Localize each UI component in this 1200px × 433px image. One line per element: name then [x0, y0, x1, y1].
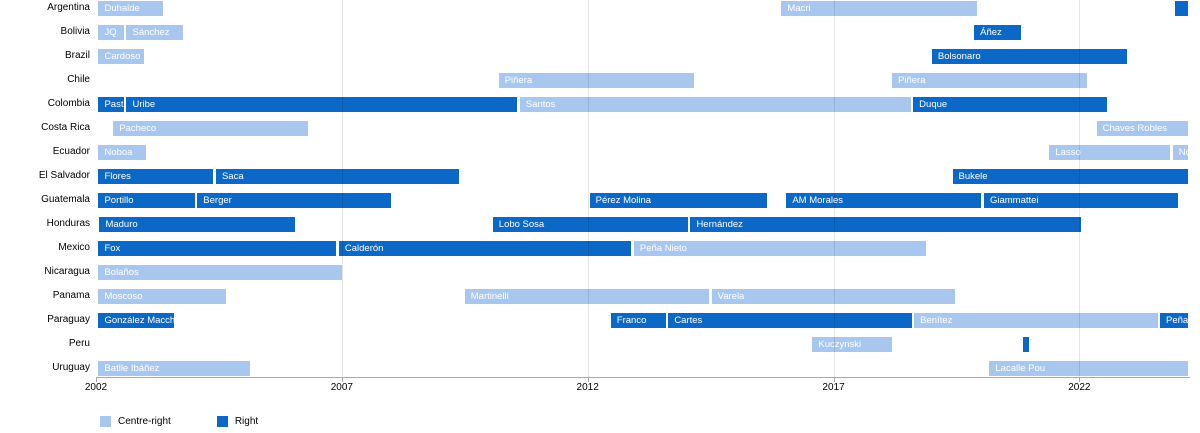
- timeline-bar[interactable]: Franco: [610, 312, 666, 328]
- country-label: Costa Rica: [41, 122, 90, 133]
- x-tick-mark: [1079, 378, 1081, 382]
- timeline-bar[interactable]: Áñez: [974, 24, 1022, 40]
- x-tick-mark: [587, 378, 589, 382]
- x-tick-label: 2017: [822, 382, 845, 393]
- timeline-bar[interactable]: Calderón: [338, 240, 632, 256]
- gridline: [833, 0, 835, 377]
- timeline-bar[interactable]: Noboa: [98, 144, 146, 160]
- timeline-bar[interactable]: Berger: [197, 192, 392, 208]
- timeline-bar[interactable]: Piñera: [892, 72, 1088, 88]
- legend-label-right: Right: [234, 416, 259, 427]
- timeline-bar[interactable]: Portillo: [98, 192, 195, 208]
- country-label: Uruguay: [52, 362, 90, 373]
- timeline-bar[interactable]: Batlle Ibáñez: [98, 360, 251, 376]
- timeline-bar[interactable]: Lasso: [1049, 144, 1171, 160]
- country-label: Honduras: [46, 218, 90, 229]
- x-tick-mark: [341, 378, 343, 382]
- x-tick-mark: [833, 378, 835, 382]
- country-label: Argentina: [47, 2, 90, 13]
- country-label: Brazil: [64, 50, 90, 61]
- timeline-bar[interactable]: Varela: [711, 288, 955, 304]
- legend-swatch-right: [216, 416, 228, 427]
- timeline-bar[interactable]: Peña: [1160, 312, 1189, 328]
- timeline-bar[interactable]: Hernández: [690, 216, 1082, 232]
- timeline-bar[interactable]: Sánchez: [126, 24, 183, 40]
- timeline-bar: [1023, 336, 1030, 352]
- timeline-bar[interactable]: Pastrana: [98, 96, 124, 112]
- timeline-bar[interactable]: Chaves Robles: [1096, 120, 1189, 136]
- country-label: Peru: [68, 338, 90, 349]
- x-tick-mark: [96, 378, 97, 382]
- country-label: Colombia: [47, 98, 90, 109]
- timeline-bar[interactable]: Moscoso: [98, 288, 226, 304]
- timeline-bar[interactable]: Duhalde: [98, 0, 164, 16]
- timeline-bar[interactable]: Duque: [913, 96, 1108, 112]
- country-labels: Argentina Bolivia Brazil Chile Colombia Costa…: [0, 0, 92, 377]
- timeline-bar[interactable]: Pacheco: [113, 120, 309, 136]
- gridline: [587, 0, 589, 377]
- timeline-bar[interactable]: Bolsonaro: [931, 48, 1128, 64]
- x-tick-label: 2022: [1068, 382, 1091, 393]
- timeline-bar[interactable]: Saca: [215, 168, 460, 184]
- country-label: Paraguay: [47, 314, 90, 325]
- country-label: Nicaragua: [44, 266, 90, 277]
- timeline-bar[interactable]: Bukele: [952, 168, 1189, 184]
- x-tick-label: 2012: [576, 382, 599, 393]
- timeline-bar[interactable]: Uribe: [126, 96, 518, 112]
- country-label: Mexico: [58, 242, 90, 253]
- timeline-bar[interactable]: Piñera: [498, 72, 694, 88]
- timeline-bar[interactable]: Maduro: [99, 216, 295, 232]
- timeline-bar[interactable]: Giammattei: [983, 192, 1179, 208]
- gridline: [341, 0, 343, 377]
- timeline-bar[interactable]: Kuczynski: [812, 336, 892, 352]
- timeline-bar[interactable]: Benítez: [914, 312, 1158, 328]
- legend: Centre-right Right: [100, 415, 258, 428]
- timeline-bar[interactable]: Pérez Molina: [589, 192, 767, 208]
- country-label: Chile: [67, 74, 90, 85]
- country-label: Panama: [52, 290, 90, 301]
- legend-swatch-centre-right: [100, 416, 111, 427]
- timeline-bar[interactable]: Cardoso: [98, 48, 144, 64]
- timeline-bar[interactable]: Macri: [781, 0, 977, 16]
- timeline-bar[interactable]: Noboa: [1172, 144, 1189, 160]
- country-label: Bolivia: [60, 26, 90, 37]
- timeline-bar: [1174, 0, 1189, 16]
- legend-label-centre-right: Centre-right: [118, 416, 171, 427]
- country-label: Guatemala: [41, 194, 90, 205]
- timeline-bar[interactable]: González Macchi: [98, 312, 175, 328]
- gridline: [1079, 0, 1081, 377]
- timeline-bar[interactable]: Lacalle Pou: [989, 360, 1189, 376]
- timeline-bar[interactable]: Bolaños: [98, 264, 342, 280]
- timeline-bar[interactable]: Martinelli: [464, 288, 710, 304]
- x-tick-label: 2002: [84, 382, 108, 393]
- timeline-bar[interactable]: Peña Nieto: [633, 240, 927, 256]
- timeline-bar[interactable]: Flores: [98, 168, 214, 184]
- country-label: Ecuador: [52, 146, 90, 157]
- country-label: El Salvador: [38, 170, 90, 181]
- timeline-bar[interactable]: Lobo Sosa: [492, 216, 688, 232]
- timeline-bar[interactable]: Santos: [519, 96, 911, 112]
- x-axis-line: [96, 377, 1190, 378]
- timeline-bar[interactable]: Fox: [98, 240, 337, 256]
- timeline-bar[interactable]: JQ: [98, 24, 124, 40]
- x-tick-label: 2007: [330, 382, 353, 393]
- plot-area: Duhalde Macri JQ Sánchez Áñez Cardoso Bolsonar…: [96, 0, 1190, 377]
- timeline-bar[interactable]: Cartes: [668, 312, 912, 328]
- timeline-bar[interactable]: AM Morales: [786, 192, 982, 208]
